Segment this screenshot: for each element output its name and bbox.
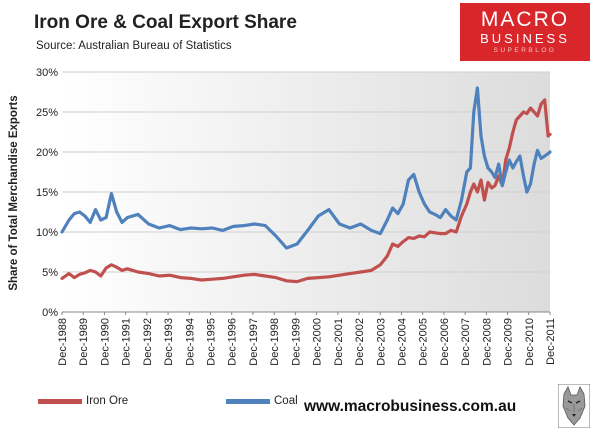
y-tick-label: 5% bbox=[42, 267, 58, 279]
macrobusiness-logo: MACRO BUSINESS SUPERBLOG bbox=[460, 3, 590, 61]
y-axis-label: Share of Total Merchandise Exports bbox=[8, 95, 20, 290]
x-tick-label: Dec-2010 bbox=[524, 318, 536, 366]
x-tick-label: Dec-2007 bbox=[460, 318, 472, 366]
x-tick-label: Dec-1998 bbox=[269, 318, 281, 366]
legend-item-iron-ore: Iron Ore bbox=[38, 395, 128, 407]
coal-line bbox=[60, 86, 552, 250]
chart-title: Iron Ore & Coal Export Share bbox=[34, 12, 297, 33]
x-tick-label: Dec-1991 bbox=[121, 318, 133, 366]
y-tick-label: 15% bbox=[36, 187, 58, 199]
legend-swatch-coal bbox=[226, 398, 270, 404]
series-lines bbox=[60, 86, 552, 284]
logo-line-1: MACRO bbox=[480, 8, 570, 31]
x-tick-label: Dec-2008 bbox=[481, 318, 493, 366]
x-tick-label: Dec-1999 bbox=[290, 318, 302, 366]
iron-ore-line bbox=[60, 98, 552, 284]
y-tick-label: 30% bbox=[36, 67, 58, 79]
x-tick-label: Dec-2006 bbox=[439, 318, 451, 366]
x-tick-label: Dec-1989 bbox=[78, 318, 90, 366]
x-tick-labels: Dec-1988 Dec-1989 Dec-1990 Dec-1991 Dec-1992… bbox=[57, 318, 557, 366]
legend-label-coal: Coal bbox=[274, 395, 298, 407]
y-tick-label: 0% bbox=[42, 307, 58, 319]
x-tick-label: Dec-1996 bbox=[227, 318, 239, 366]
x-tick-label: Dec-2001 bbox=[333, 318, 345, 366]
x-tick-label: Dec-2009 bbox=[503, 318, 515, 366]
x-tick-label: Dec-1992 bbox=[142, 318, 154, 366]
x-tick-label: Dec-1990 bbox=[99, 318, 111, 366]
chart-source: Source: Australian Bureau of Statistics bbox=[36, 40, 232, 52]
x-tick-label: Dec-2000 bbox=[312, 318, 324, 366]
axes bbox=[61, 311, 551, 315]
logo-line-2: BUSINESS bbox=[480, 31, 570, 46]
x-tick-label: Dec-2002 bbox=[354, 318, 366, 366]
x-tick-label: Dec-2004 bbox=[396, 318, 408, 366]
website-link[interactable]: www.macrobusiness.com.au bbox=[304, 398, 517, 415]
x-tick-label: Dec-2003 bbox=[375, 318, 387, 366]
legend-label-iron-ore: Iron Ore bbox=[86, 395, 129, 407]
y-tick-labels: 0% 5% 10% 15% 20% 25% 30% bbox=[36, 67, 58, 319]
wolf-icon bbox=[558, 384, 590, 428]
x-tick-label: Dec-1993 bbox=[163, 318, 175, 366]
y-tick-label: 10% bbox=[36, 227, 58, 239]
x-tick-label: Dec-2011 bbox=[545, 318, 557, 365]
legend-swatch-iron-ore bbox=[38, 398, 82, 404]
y-tick-label: 20% bbox=[36, 147, 58, 159]
x-tick-label: Dec-1994 bbox=[184, 318, 196, 366]
x-tick-label: Dec-1988 bbox=[57, 318, 69, 366]
x-tick-label: Dec-2005 bbox=[418, 318, 430, 366]
y-tick-label: 25% bbox=[36, 107, 58, 119]
logo-line-3: SUPERBLOG bbox=[493, 47, 557, 54]
legend-item-coal: Coal bbox=[226, 395, 298, 407]
x-tick-label: Dec-1997 bbox=[248, 318, 260, 366]
x-tick-label: Dec-1995 bbox=[206, 318, 218, 366]
